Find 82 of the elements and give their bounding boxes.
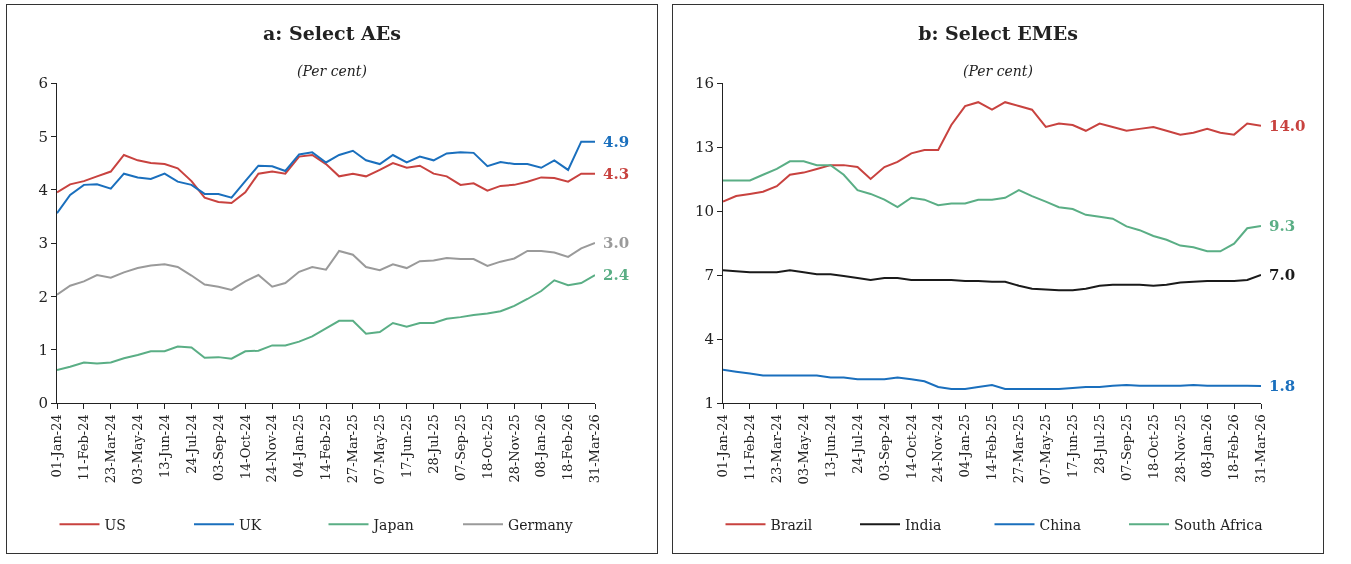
annotation: 7.0: [1269, 266, 1296, 284]
line-series: [723, 101, 1261, 203]
legend-label: South Africa: [1174, 516, 1263, 533]
x-tick-label: 24-Jul-24: [849, 414, 865, 474]
x-tick-label: 28-Jul-25: [425, 414, 441, 474]
y-tick-label: 1: [704, 394, 714, 413]
legend-label: India: [905, 516, 942, 533]
x-tick-label: 14-Feb-25: [318, 414, 334, 481]
x-tick-label: 13-Jun-24: [156, 414, 172, 479]
line-series: [57, 242, 595, 296]
y-tick-label: 4: [704, 330, 714, 349]
x-tick-label: 24-Nov-24: [264, 414, 280, 483]
line-series: [57, 274, 595, 371]
x-tick-label: 14-Oct-24: [237, 414, 253, 480]
line-series: [57, 154, 595, 204]
y-tick-label: 16: [694, 74, 714, 93]
x-tick-label: 07-May-25: [1038, 414, 1054, 485]
x-tick-label: 17-Jun-25: [398, 414, 414, 479]
x-tick-label: 07-Sep-25: [1118, 414, 1134, 481]
annotation: 4.3: [603, 165, 630, 183]
annotation: 3.0: [603, 234, 630, 252]
x-tick-label: 31-Mar-26: [587, 414, 603, 484]
x-tick-label: 08-Jan-26: [533, 414, 549, 478]
x-tick-label: 01-Jan-24: [49, 414, 65, 478]
x-tick-label: 18-Feb-26: [560, 414, 576, 481]
x-tick-label: 23-Mar-24: [103, 414, 119, 484]
y-tick-label: 0: [38, 394, 48, 413]
annotation: 9.3: [1269, 217, 1296, 235]
x-tick-label: 31-Mar-26: [1253, 414, 1269, 484]
y-tick-label: 4: [38, 180, 48, 199]
y-tick-label: 7: [704, 266, 714, 285]
x-tick-label: 13-Jun-24: [822, 414, 838, 479]
chart-subtitle: (Per cent): [963, 63, 1033, 80]
x-tick-label: 14-Feb-25: [984, 414, 1000, 481]
x-tick-label: 18-Oct-25: [479, 414, 495, 480]
x-tick-label: 18-Oct-25: [1145, 414, 1161, 480]
annotation: 2.4: [603, 266, 630, 284]
x-tick-label: 03-Sep-24: [210, 414, 226, 481]
legend-label: Germany: [508, 516, 573, 533]
y-tick-label: 10: [694, 202, 714, 221]
x-tick-label: 24-Jul-24: [183, 414, 199, 474]
annotation: 14.0: [1269, 117, 1306, 135]
x-tick-label: 28-Jul-25: [1091, 414, 1107, 474]
y-tick-label: 1: [38, 340, 48, 359]
y-tick-label: 3: [38, 234, 48, 253]
line-series: [723, 160, 1261, 253]
y-tick-label: 6: [38, 74, 48, 93]
legend-label: UK: [239, 516, 262, 533]
legend-label: Japan: [371, 516, 414, 533]
legend-label: US: [104, 516, 126, 533]
x-tick-label: 07-May-25: [372, 414, 388, 485]
x-tick-label: 28-Nov-25: [506, 414, 522, 483]
x-tick-label: 23-Mar-24: [769, 414, 785, 484]
x-tick-label: 03-May-24: [795, 414, 811, 485]
x-tick-label: 17-Jun-25: [1064, 414, 1080, 479]
chart-subtitle: (Per cent): [297, 63, 367, 80]
y-tick-label: 13: [694, 138, 714, 157]
chart-title: b: Select EMEs: [918, 22, 1078, 45]
x-tick-label: 11-Feb-24: [76, 414, 92, 481]
x-tick-label: 24-Nov-24: [930, 414, 946, 483]
x-tick-label: 18-Feb-26: [1226, 414, 1242, 481]
x-tick-label: 11-Feb-24: [742, 414, 758, 481]
y-tick-label: 5: [38, 127, 48, 146]
x-tick-label: 04-Jan-25: [957, 414, 973, 478]
x-tick-label: 04-Jan-25: [291, 414, 307, 478]
legend-label: Brazil: [770, 516, 813, 533]
x-tick-label: 01-Jan-24: [715, 414, 731, 478]
annotation: 4.9: [603, 133, 630, 151]
line-series: [723, 368, 1261, 390]
line-series: [57, 140, 595, 215]
x-tick-label: 14-Oct-24: [903, 414, 919, 480]
x-tick-label: 07-Sep-25: [452, 414, 468, 481]
x-tick-label: 08-Jan-26: [1199, 414, 1215, 478]
y-tick-label: 2: [38, 287, 48, 306]
x-tick-label: 27-Mar-25: [1011, 414, 1027, 484]
x-tick-label: 03-Sep-24: [876, 414, 892, 481]
chart-title: a: Select AEs: [263, 22, 401, 45]
annotation: 1.8: [1269, 377, 1296, 395]
x-tick-label: 28-Nov-25: [1172, 414, 1188, 483]
x-tick-label: 27-Mar-25: [345, 414, 361, 484]
x-tick-label: 03-May-24: [129, 414, 145, 485]
legend-label: China: [1039, 516, 1082, 533]
